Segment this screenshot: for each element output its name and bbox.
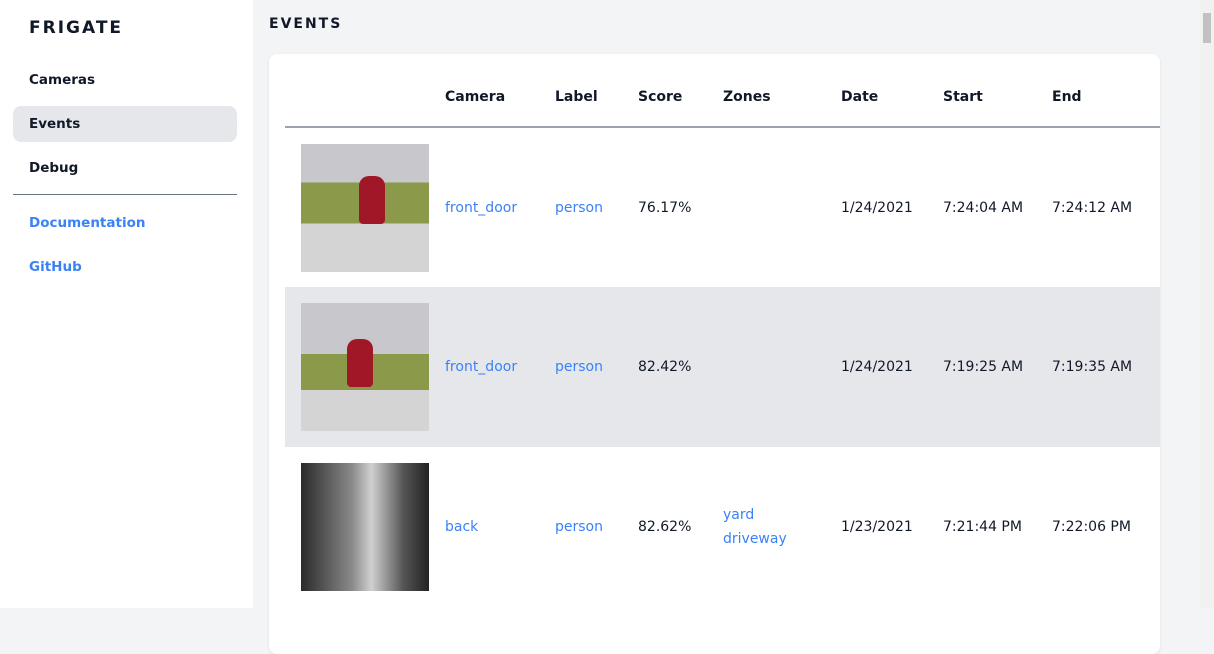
date: 1/24/2021 (841, 287, 943, 447)
zones: yard driveway (723, 447, 841, 607)
github-link[interactable]: GitHub (29, 259, 82, 275)
brand-logo[interactable]: FRIGATE (29, 18, 124, 38)
main: EVENTS Camera Label Score Zones Date Sta… (253, 0, 1200, 654)
col-zones: Zones (723, 54, 841, 128)
page-title: EVENTS (269, 16, 343, 32)
col-label: Label (555, 54, 638, 128)
col-end: End (1052, 54, 1160, 128)
score: 82.62% (638, 519, 692, 535)
col-camera: Camera (445, 54, 555, 128)
start-time: 7:21:44 PM (943, 519, 1022, 535)
sidebar-item-events[interactable]: Events (13, 106, 237, 142)
score: 82.42% (638, 287, 723, 447)
zones (723, 127, 841, 287)
label-link[interactable]: person (555, 519, 603, 535)
camera-link[interactable]: front_door (445, 199, 518, 216)
col-date: Date (841, 54, 943, 128)
score: 76.17% (638, 199, 692, 216)
event-thumbnail[interactable] (301, 303, 429, 431)
start-time: 7:24:04 AM (943, 199, 1024, 216)
table-row[interactable]: back person 82.62% yard driveway 1/23/20… (285, 447, 1160, 607)
event-thumbnail[interactable] (301, 143, 429, 272)
table-row[interactable]: front_door person 76.17% 1/24/2021 7:24:… (285, 127, 1160, 287)
zone-link[interactable]: yard (723, 507, 755, 523)
sidebar-item-debug[interactable]: Debug (29, 160, 79, 176)
nav: Cameras Events Debug (13, 62, 237, 186)
documentation-link[interactable]: Documentation (29, 215, 146, 231)
table-header: Camera Label Score Zones Date Start End (285, 54, 1160, 128)
col-start: Start (943, 54, 1052, 128)
label-link[interactable]: person (555, 199, 603, 216)
scrollbar[interactable] (1200, 0, 1214, 608)
date: 1/24/2021 (841, 199, 913, 216)
col-thumbnail (285, 54, 445, 128)
end-time: 7:24:12 AM (1052, 199, 1133, 216)
col-score: Score (638, 54, 723, 128)
start-time: 7:19:25 AM (943, 287, 1052, 447)
end-time: 7:19:35 AM (1052, 287, 1160, 447)
table-row[interactable]: front_door person 82.42% 1/24/2021 7:19:… (285, 287, 1160, 447)
events-table: Camera Label Score Zones Date Start End … (285, 54, 1160, 607)
sidebar: FRIGATE Cameras Events Debug Documentati… (0, 0, 253, 608)
date: 1/23/2021 (841, 519, 913, 535)
camera-link[interactable]: back (445, 519, 479, 535)
sidebar-item-cameras[interactable]: Cameras (29, 72, 96, 88)
events-card: Camera Label Score Zones Date Start End … (269, 54, 1160, 654)
event-thumbnail[interactable] (301, 463, 429, 591)
scrollbar-thumb[interactable] (1203, 13, 1211, 43)
zones (723, 287, 841, 447)
zone-link[interactable]: driveway (723, 531, 787, 547)
camera-link[interactable]: front_door (445, 359, 518, 375)
label-link[interactable]: person (555, 359, 603, 375)
divider (13, 194, 237, 195)
end-time: 7:22:06 PM (1052, 519, 1131, 535)
